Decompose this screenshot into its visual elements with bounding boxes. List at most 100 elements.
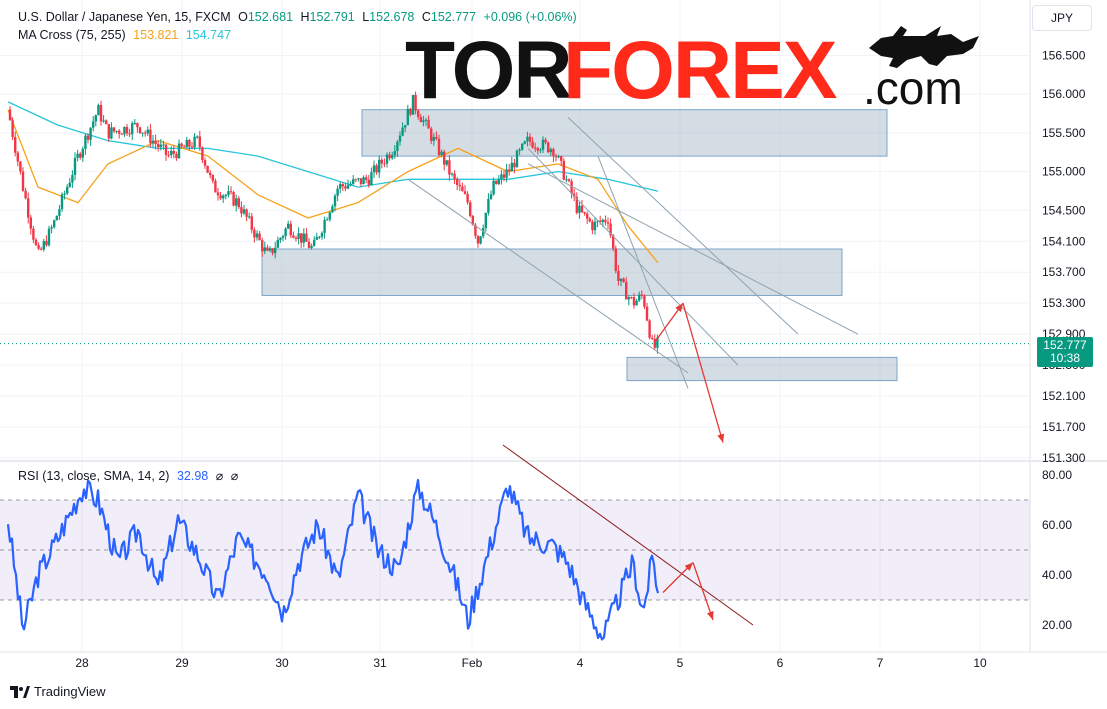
x-tick-label: 10 <box>973 656 987 670</box>
x-tick-label: 28 <box>75 656 89 670</box>
price-tick-label: 156.000 <box>1042 87 1086 101</box>
candle-body <box>508 169 511 172</box>
candle-body <box>167 154 170 156</box>
rsi-tick-label: 80.00 <box>1042 468 1072 482</box>
tradingview-brand[interactable]: TradingView <box>10 684 106 699</box>
channel-line <box>527 163 859 335</box>
candle-body <box>248 216 251 218</box>
candle-body <box>177 143 181 159</box>
rsi-legend[interactable]: RSI (13, close, SMA, 14, 2) 32.98 ⌀ ⌀ <box>18 468 242 483</box>
candle-body <box>411 94 415 115</box>
candle-body <box>214 180 217 193</box>
candle-body <box>115 130 118 132</box>
candle-body <box>315 237 318 240</box>
candle-body <box>484 212 487 229</box>
candle-body <box>456 178 459 185</box>
candle-body <box>648 320 651 338</box>
candle-body <box>430 128 433 141</box>
candle-body <box>245 209 248 217</box>
axes: 28 29 30 31 Feb 4 5 6 7 10 156.500 156.000 155.500 15… <box>75 48 1085 670</box>
candle-body <box>643 295 646 307</box>
candle-body <box>27 198 30 218</box>
candle-body <box>362 177 365 185</box>
candle-body <box>232 192 235 206</box>
low-value: 152.678 <box>369 10 415 24</box>
bar-countdown: 10:38 <box>1049 351 1081 365</box>
currency-button[interactable]: JPY <box>1032 5 1092 31</box>
price-tick-label: 154.100 <box>1042 234 1086 248</box>
candle-body <box>391 155 394 159</box>
candle-body <box>297 233 300 239</box>
x-tick-label: Feb <box>462 656 483 670</box>
candle-body <box>222 195 225 199</box>
candle-body <box>523 141 526 144</box>
rsi-tick-label: 60.00 <box>1042 518 1072 532</box>
candle-body <box>16 152 19 162</box>
candle-body <box>544 139 547 143</box>
candle-body <box>393 151 396 156</box>
candle-body <box>604 219 607 223</box>
candle-body <box>385 154 389 164</box>
candle-body <box>651 337 654 339</box>
candle-body <box>632 297 636 306</box>
candle-body <box>541 139 545 150</box>
candle-body <box>352 179 355 184</box>
x-tick-label: 30 <box>275 656 289 670</box>
candle-body <box>380 159 383 164</box>
candle-body <box>370 172 373 186</box>
candle-body <box>573 193 576 197</box>
candle-body <box>86 135 90 140</box>
candle-body <box>198 136 201 148</box>
channel-line <box>597 155 689 389</box>
candle-body <box>229 191 233 193</box>
candle-body <box>443 151 446 165</box>
x-tick-label: 6 <box>777 656 784 670</box>
candle-body <box>489 194 493 199</box>
candle-body <box>422 120 425 123</box>
bull-icon <box>869 26 979 68</box>
candle-body <box>146 129 149 134</box>
candle-body <box>534 147 537 149</box>
candle-body <box>365 177 368 180</box>
candle-body <box>58 209 61 216</box>
candle-body <box>40 248 43 250</box>
candle-body <box>565 179 568 181</box>
candle-body <box>596 220 599 222</box>
candle-body <box>531 141 534 148</box>
candle-body <box>344 186 347 189</box>
candle-body <box>89 127 92 140</box>
candle-body <box>609 223 612 236</box>
candle-body <box>539 149 542 151</box>
candle-body <box>482 228 485 237</box>
candle-body <box>125 126 129 134</box>
candle-body <box>292 235 295 238</box>
candle-body <box>73 157 77 175</box>
rsi-trendline <box>502 444 754 626</box>
candle-body <box>32 228 35 240</box>
candle-body <box>281 236 285 239</box>
candle-body <box>196 136 199 138</box>
candle-body <box>450 173 454 175</box>
candle-body <box>578 205 581 213</box>
candle-body <box>562 160 565 180</box>
ma-legend[interactable]: MA Cross (75, 255) 153.821 154.747 <box>18 28 235 42</box>
rsi-tick-label: 40.00 <box>1042 568 1072 582</box>
price-tick-label: 155.500 <box>1042 126 1086 140</box>
candle-body <box>588 218 591 222</box>
candle-body <box>406 108 409 126</box>
candle-body <box>448 160 451 175</box>
candle-body <box>110 127 113 139</box>
candle-body <box>42 240 45 250</box>
candle-body <box>437 138 441 155</box>
candle-body <box>60 194 64 210</box>
candle-body <box>336 188 339 196</box>
candle-body <box>50 227 53 229</box>
candle-body <box>159 144 162 148</box>
candle-body <box>505 169 508 178</box>
candle-body <box>133 122 136 124</box>
candle-body <box>346 185 350 189</box>
symbol-header: U.S. Dollar / Japanese Yen, 15, FXCM O15… <box>18 10 577 24</box>
candle-body <box>172 150 175 154</box>
candle-body <box>599 220 602 222</box>
